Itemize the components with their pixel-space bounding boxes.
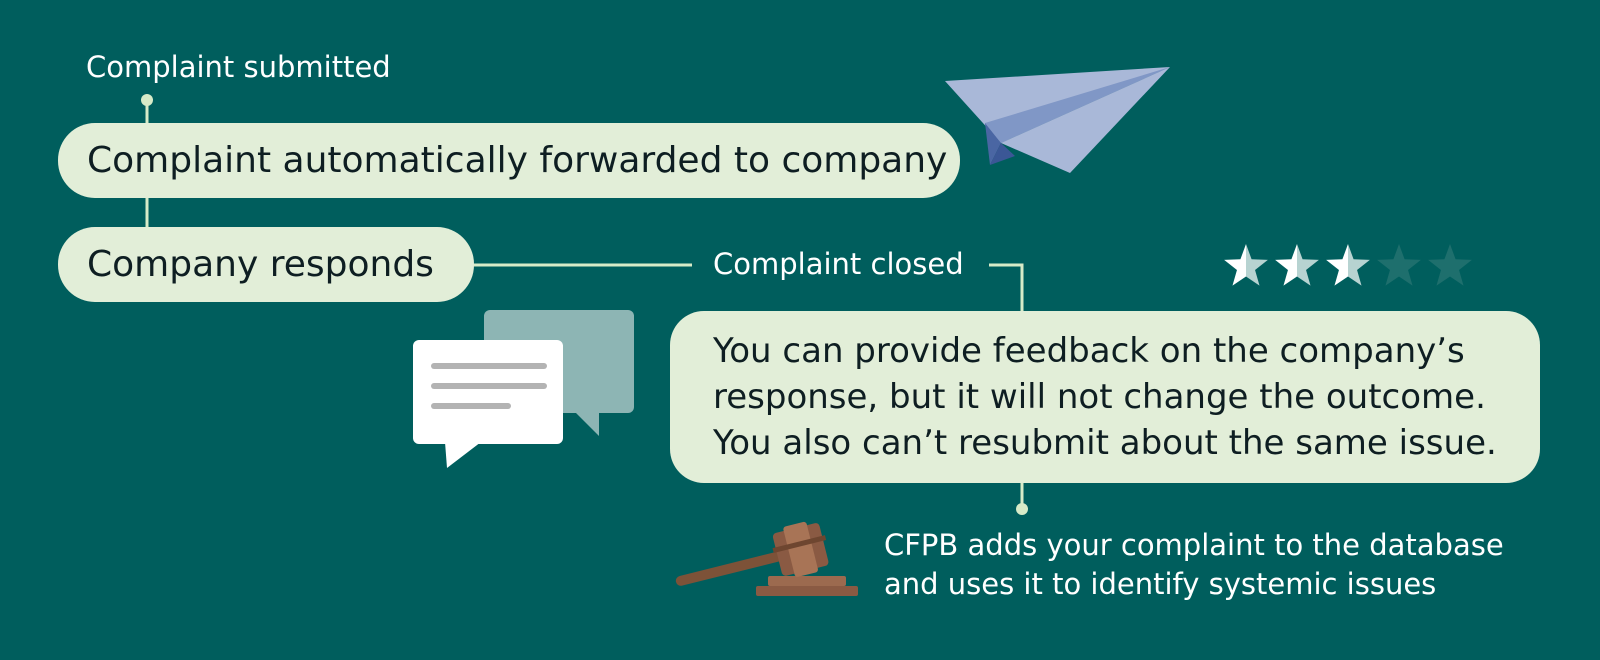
- complaint-closed-label: Complaint closed: [713, 247, 964, 281]
- connector-dot-submitted: [141, 94, 153, 106]
- feedback-line-2: response, but it will not change the out…: [713, 377, 1486, 417]
- complaint-submitted-label: Complaint submitted: [86, 50, 391, 84]
- star-filled-icon: [1326, 244, 1370, 286]
- responds-step: Company responds: [58, 227, 474, 302]
- star-group: [1224, 244, 1472, 286]
- forwarded-step-text: Complaint automatically forwarded to com…: [87, 140, 948, 181]
- connector-closed-feedback: [989, 263, 1024, 312]
- database-line-1: CFPB adds your complaint to the database: [884, 528, 1504, 562]
- feedback-line-3: You also can’t resubmit about the same i…: [713, 423, 1497, 463]
- star-filled-icon: [1275, 244, 1319, 286]
- feedback-line-1: You can provide feedback on the company’…: [713, 331, 1465, 371]
- feedback-step: You can provide feedback on the company’…: [670, 311, 1540, 483]
- star-empty-icon: [1377, 244, 1421, 286]
- chat-bubbles-icon: [413, 310, 634, 468]
- database-line-2: and uses it to identify systemic issues: [884, 567, 1437, 601]
- forwarded-step: Complaint automatically forwarded to com…: [58, 123, 960, 198]
- paper-plane-icon: [945, 67, 1170, 173]
- star-empty-icon: [1428, 244, 1472, 286]
- gavel-icon: [675, 521, 858, 596]
- database-step: CFPB adds your complaint to the database…: [884, 526, 1504, 604]
- star-filled-icon: [1224, 244, 1268, 286]
- connector-dot-database: [1016, 503, 1028, 515]
- responds-step-text: Company responds: [87, 244, 434, 285]
- rating-stars: [1224, 244, 1472, 286]
